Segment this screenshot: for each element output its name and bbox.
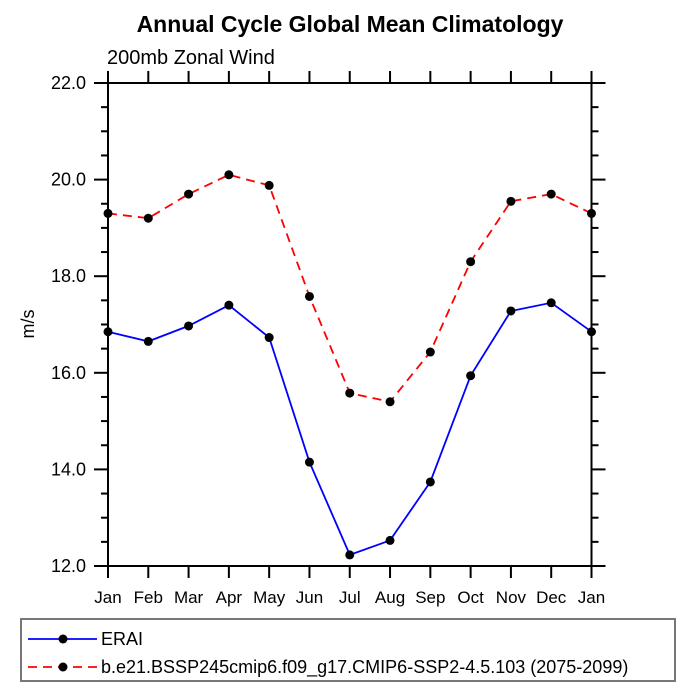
data-point-0 xyxy=(587,327,596,337)
y-tick-label: 14.0 xyxy=(51,459,86,479)
data-point-0 xyxy=(103,327,113,337)
data-point-1 xyxy=(546,189,556,199)
data-point-0 xyxy=(184,321,194,331)
data-point-1 xyxy=(425,347,435,357)
series-line-1 xyxy=(107,173,592,403)
data-point-0 xyxy=(345,550,355,560)
data-point-0 xyxy=(385,535,395,545)
x-tick-label: Jun xyxy=(296,588,323,607)
series-line-0 xyxy=(107,301,593,557)
x-tick-label: May xyxy=(253,588,286,607)
x-tick-label: Aug xyxy=(375,588,405,607)
legend-sample-marker xyxy=(58,662,68,672)
legend: ERAI b.e21.BSSP245cmip6.f09_g17.CMIP6-SS… xyxy=(20,618,676,682)
y-tick-label: 16.0 xyxy=(51,363,86,383)
x-tick-label: Nov xyxy=(496,588,527,607)
y-tick-label: 20.0 xyxy=(51,170,86,190)
data-point-0 xyxy=(425,477,435,487)
x-tick-label: Jan xyxy=(578,588,605,607)
chart-subtitle: 200mb Zonal Wind xyxy=(107,47,275,69)
legend-line-sample-dashed-icon xyxy=(28,662,97,672)
data-point-0 xyxy=(143,336,153,346)
data-point-1 xyxy=(184,189,194,199)
data-point-0 xyxy=(466,371,476,381)
plot-frame xyxy=(107,82,593,567)
y-axis-label: m/s xyxy=(18,310,38,339)
data-point-1 xyxy=(385,397,395,407)
x-tick-label: Jul xyxy=(339,588,361,607)
x-tick-label: Oct xyxy=(457,588,484,607)
data-point-0 xyxy=(304,457,314,467)
x-tick-label: Sep xyxy=(415,588,445,607)
data-point-1 xyxy=(466,257,476,267)
data-point-1 xyxy=(143,213,153,223)
data-point-1 xyxy=(345,388,355,398)
legend-line-sample-solid-icon xyxy=(28,634,97,644)
legend-item-erai: ERAI xyxy=(27,625,674,653)
data-point-1 xyxy=(264,180,274,190)
legend-label-model: b.e21.BSSP245cmip6.f09_g17.CMIP6-SSP2-4.… xyxy=(101,656,629,677)
data-point-0 xyxy=(224,300,234,310)
data-point-0 xyxy=(264,333,274,343)
legend-item-model: b.e21.BSSP245cmip6.f09_g17.CMIP6-SSP2-4.… xyxy=(27,653,674,681)
data-point-1 xyxy=(506,196,516,206)
x-tick-label: Jan xyxy=(94,588,121,607)
legend-sample-marker xyxy=(58,634,68,644)
legend-label-erai: ERAI xyxy=(101,628,144,649)
x-tick-label: Apr xyxy=(216,588,243,607)
plot-area: Jan Feb Mar Apr May Jun Jul Aug Sep Oct Nov Dec Jan 1… xyxy=(18,71,606,607)
x-tick-label: Feb xyxy=(134,588,163,607)
data-point-0 xyxy=(506,306,516,316)
data-point-1 xyxy=(103,208,113,218)
y-tick-label: 12.0 xyxy=(51,556,86,576)
y-tick-label: 22.0 xyxy=(51,73,86,93)
x-tick-label: Mar xyxy=(174,588,204,607)
chart-title: Annual Cycle Global Mean Climatology xyxy=(136,11,564,37)
y-tick-label: 18.0 xyxy=(51,266,86,286)
x-tick-label: Dec xyxy=(536,588,567,607)
data-point-1 xyxy=(224,170,234,180)
data-point-1 xyxy=(304,291,314,301)
data-point-0 xyxy=(546,298,556,308)
data-point-1 xyxy=(587,208,596,218)
